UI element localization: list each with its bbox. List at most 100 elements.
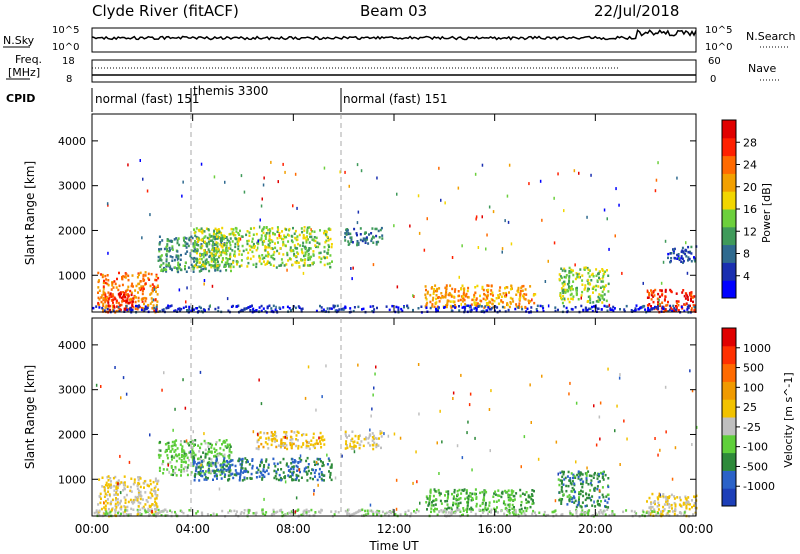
heat-cell <box>99 492 102 496</box>
heat-cell <box>213 231 215 234</box>
heat-cell <box>375 510 378 514</box>
heat-cell <box>314 469 317 472</box>
heat-cell-sparse <box>120 396 122 400</box>
heat-cell <box>298 266 301 269</box>
heat-cell-sparse <box>501 250 503 254</box>
heat-cell <box>183 452 186 455</box>
heat-cell <box>429 490 432 493</box>
heat-cell <box>478 303 481 306</box>
heat-cell <box>474 286 477 289</box>
heat-cell-sparse <box>299 454 302 458</box>
heat-cell <box>248 244 251 248</box>
heat-cell <box>454 502 457 506</box>
heat-cell <box>676 257 679 260</box>
heat-cell <box>234 255 236 258</box>
heat-cell <box>184 267 186 271</box>
heat-cell <box>473 303 476 306</box>
heat-cell <box>256 439 259 443</box>
heat-cell <box>168 246 171 250</box>
heat-cell <box>137 476 140 479</box>
heat-cell <box>683 303 686 306</box>
heat-cell <box>251 304 253 307</box>
heat-cell <box>410 512 413 515</box>
heat-cell <box>294 306 297 310</box>
heat-cell <box>219 452 221 456</box>
heat-cell <box>113 493 116 497</box>
heat-cell <box>328 262 331 265</box>
heat-cell <box>164 508 167 511</box>
heat-cell <box>587 513 590 516</box>
heat-cell-sparse <box>368 435 370 439</box>
heat-cell <box>170 510 173 514</box>
heat-cell <box>296 251 299 254</box>
heat-cell <box>604 270 607 273</box>
heat-cell <box>344 239 347 242</box>
heat-cell <box>613 307 616 310</box>
heat-cell-sparse <box>557 472 559 476</box>
heat-cell <box>316 478 319 482</box>
heat-cell <box>661 292 664 296</box>
heat-cell <box>378 437 380 440</box>
heat-cell-sparse <box>481 163 484 167</box>
heat-cell <box>444 292 447 296</box>
heat-cell <box>180 455 183 458</box>
heat-cell <box>451 287 454 291</box>
heat-cell <box>596 485 599 488</box>
heat-cell <box>173 456 176 459</box>
heat-cell-sparse <box>353 450 356 454</box>
heat-cell <box>117 511 119 515</box>
heat-cell <box>310 235 313 239</box>
heat-cell <box>432 296 435 300</box>
heat-cell <box>230 227 233 231</box>
heat-cell <box>100 507 103 511</box>
heat-cell-sparse <box>185 439 188 443</box>
heat-cell <box>508 291 510 294</box>
heat-cell <box>115 299 118 302</box>
heat-cell <box>229 244 232 247</box>
heat-cell <box>651 510 654 513</box>
heat-cell <box>657 307 660 311</box>
heat-cell <box>444 494 446 497</box>
heat-cell <box>207 248 210 251</box>
heat-cell <box>182 454 185 458</box>
heat-cell <box>194 473 197 476</box>
heat-cell <box>202 263 205 266</box>
heat-cell <box>153 486 156 490</box>
heat-cell-sparse <box>307 365 310 369</box>
heat-cell <box>363 514 366 517</box>
heat-cell-sparse <box>315 461 318 464</box>
heat-cell <box>652 295 655 298</box>
heat-cell-sparse <box>260 204 263 208</box>
heat-cell <box>562 295 565 298</box>
heat-cell <box>207 467 210 471</box>
heat-cell <box>491 291 494 294</box>
heat-cell <box>225 247 227 250</box>
heat-cell-sparse <box>263 176 265 180</box>
heat-cell <box>601 486 604 489</box>
heat-cell <box>365 231 367 234</box>
heat-cell-sparse <box>194 460 196 464</box>
heat-cell <box>581 490 584 493</box>
heat-cell <box>263 226 266 229</box>
heat-cell <box>467 304 470 307</box>
heat-cell <box>603 272 606 275</box>
heat-cell <box>497 489 500 492</box>
heat-cell <box>501 301 504 304</box>
heat-cell <box>439 296 442 300</box>
heat-cell <box>260 234 263 237</box>
heat-cell <box>191 307 194 310</box>
heat-cell <box>265 460 268 463</box>
heat-cell <box>687 501 690 504</box>
heat-cell <box>372 437 375 441</box>
heat-cell <box>110 485 113 488</box>
heat-cell <box>196 257 198 261</box>
heat-cell <box>297 461 300 464</box>
heat-cell <box>113 280 116 283</box>
heat-cell <box>208 237 211 241</box>
heat-cell <box>115 309 118 313</box>
heat-cell <box>130 284 133 288</box>
colorbar-swatch <box>722 155 736 174</box>
heat-cell <box>570 472 573 475</box>
heat-cell <box>328 227 331 230</box>
heat-cell <box>493 500 496 503</box>
